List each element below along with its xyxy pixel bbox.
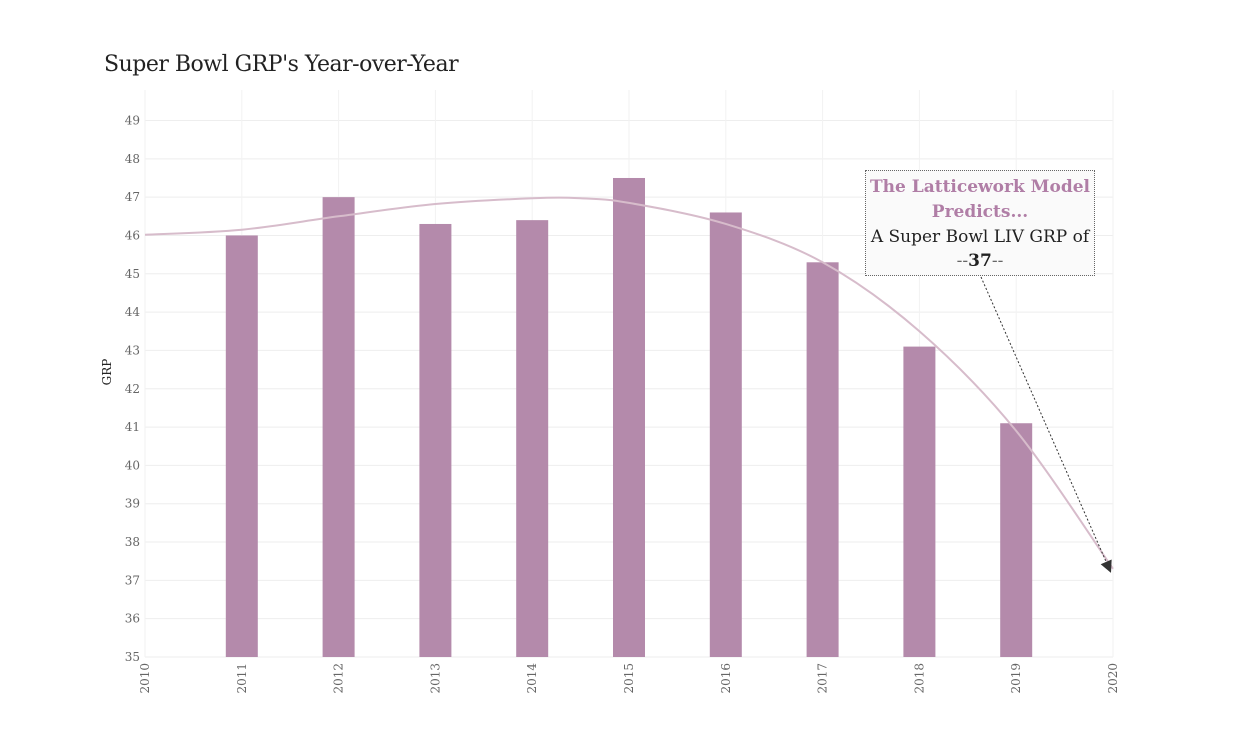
bar-2011: [225, 235, 258, 657]
bar-2017: [806, 262, 839, 657]
y-tick-label: 47: [125, 190, 140, 204]
x-tick-label: 2013: [428, 663, 442, 694]
annotation-value-line: --37--: [866, 249, 1094, 273]
x-tick-label: 2017: [816, 663, 830, 694]
x-tick-label: 2010: [138, 663, 152, 694]
x-tick-label: 2018: [912, 663, 926, 694]
x-tick-label: 2020: [1106, 663, 1120, 694]
y-tick-label: 38: [125, 535, 140, 549]
y-tick-label: 43: [125, 343, 140, 357]
y-tick-label: 48: [125, 152, 140, 166]
annotation-body: A Super Bowl LIV GRP of: [870, 227, 1090, 247]
y-tick-label: 35: [125, 650, 140, 664]
y-tick-label: 41: [125, 420, 140, 434]
y-tick-label: 49: [125, 114, 140, 128]
y-tick-label: 44: [125, 305, 141, 319]
bar-2015: [613, 177, 645, 657]
annotation-value-suffix: --: [991, 251, 1004, 271]
bars-layer: [225, 177, 1033, 658]
y-tick-label: 39: [125, 497, 140, 511]
y-axis-title: GRP: [100, 359, 114, 386]
y-tick-label: 37: [125, 573, 140, 587]
y-tick-label: 46: [125, 228, 140, 242]
x-tick-label: 2011: [235, 663, 249, 694]
y-tick-label: 45: [125, 267, 140, 281]
bar-2018: [903, 346, 936, 657]
bar-2012: [322, 197, 355, 657]
trend-line: [144, 196, 1114, 570]
y-axis-ticks: 35 36 37 38 39 40 41 42 43 44 45 46 47 48 49: [125, 114, 141, 665]
y-tick-label: 42: [125, 382, 140, 396]
chart-title: Super Bowl GRP's Year-over-Year: [104, 52, 459, 77]
annotation-arrow-line: [980, 276, 1112, 574]
annotation-value: 37: [968, 251, 992, 271]
annotation-box: The Latticework Model Predicts... A Supe…: [865, 170, 1095, 276]
x-tick-label: 2012: [332, 663, 346, 694]
annotation-arrow-head: [1100, 559, 1112, 573]
annotation-heading: The Latticework Model Predicts...: [870, 177, 1090, 222]
x-axis-ticks: 2010 2011 2012 2013 2014 2015 2016 2017 2018 2019…: [138, 663, 1120, 694]
y-tick-label: 40: [125, 458, 140, 472]
x-tick-label: 2019: [1009, 663, 1023, 694]
annotation-value-prefix: --: [956, 251, 969, 271]
bar-2014: [516, 220, 549, 657]
bar-2019: [1000, 423, 1033, 657]
bar-2016: [709, 212, 742, 657]
x-tick-label: 2014: [525, 663, 539, 694]
y-tick-label: 36: [125, 612, 140, 626]
bar-2013: [419, 223, 452, 658]
x-tick-label: 2015: [622, 663, 636, 694]
x-tick-label: 2016: [719, 663, 733, 694]
